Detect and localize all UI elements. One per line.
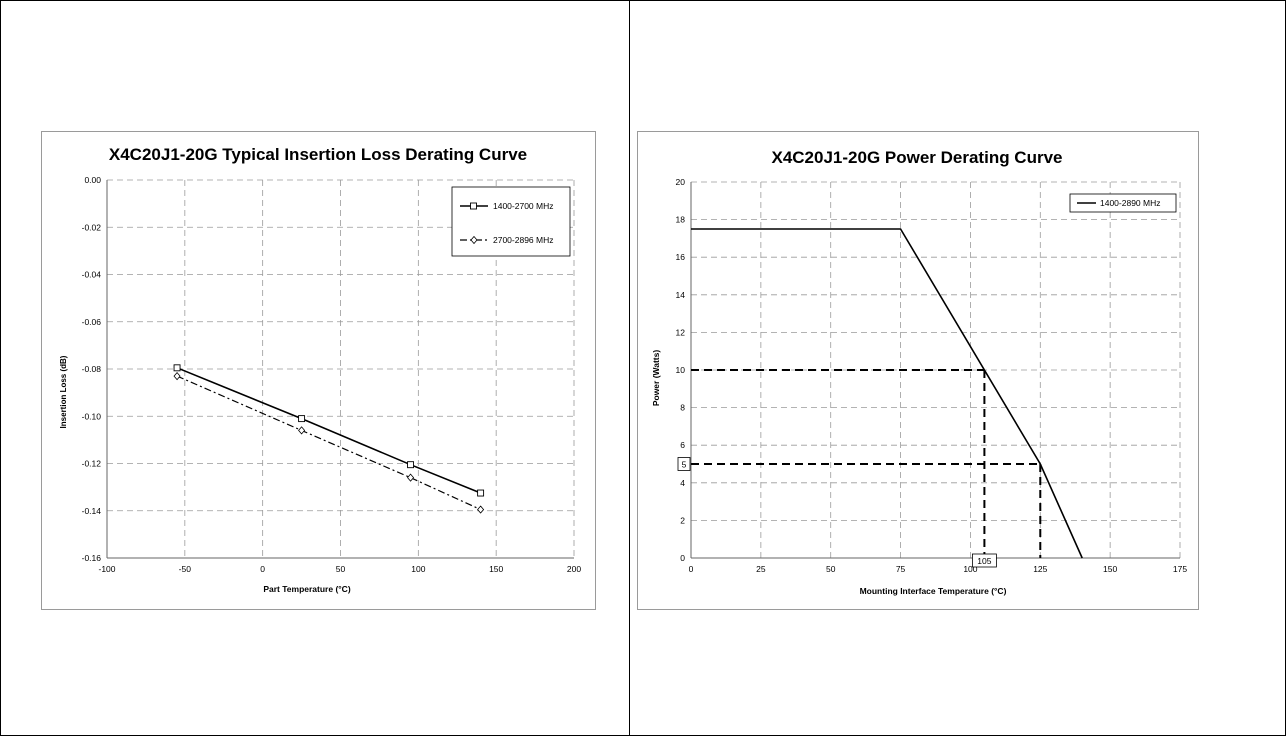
data-point-diamond: [407, 473, 415, 482]
x-tick-label: 200: [567, 564, 581, 574]
legend-marker-1: [470, 202, 477, 210]
y-tick-label: -0.10: [82, 411, 102, 421]
y-tick-label: 6: [680, 440, 685, 450]
legend-marker-2: [470, 235, 478, 245]
legend-label-1: 1400-2700 MHz: [493, 201, 553, 211]
y-tick-label: -0.12: [82, 459, 102, 469]
x-tick-label: 0: [689, 564, 694, 574]
data-point-square: [407, 461, 414, 469]
chart-title: X4C20J1-20G Typical Insertion Loss Derat…: [109, 145, 527, 164]
y-tick-label: 12: [676, 327, 686, 337]
y-tick-label: -0.02: [82, 222, 102, 232]
x-tick-label: -100: [98, 564, 115, 574]
x-tick-label: 75: [896, 564, 906, 574]
y-axis-label: Insertion Loss (dB): [59, 355, 68, 428]
annotation-box: [971, 553, 997, 568]
y-tick-label: 0.00: [84, 175, 101, 185]
x-tick-label: 100: [411, 564, 425, 574]
insertion-loss-chart: X4C20J1-20G Typical Insertion Loss Derat…: [59, 145, 581, 594]
y-tick-label: 2: [680, 515, 685, 525]
annotation-label: 105: [977, 556, 991, 566]
legend: 1400-2700 MHz 2700-2896 MHz: [451, 186, 571, 257]
x-tick-label: -50: [179, 564, 192, 574]
data-point-diamond: [173, 371, 181, 381]
y-tick-label: -0.16: [82, 553, 102, 563]
data-point-square: [477, 489, 485, 497]
y-tick-label: -0.04: [82, 270, 102, 280]
legend-box: [1069, 193, 1177, 213]
legend-label-2: 2700-2896 MHz: [493, 235, 553, 245]
insertion-loss-chart-frame: X4C20J1-20G Typical Insertion Loss Derat…: [41, 131, 596, 610]
annotation-label: 5: [682, 460, 687, 470]
y-tick-label: 18: [676, 215, 686, 225]
y-tick-label: 4: [680, 478, 685, 488]
x-tick-label: 175: [1173, 564, 1187, 574]
y-tick-label: 8: [680, 403, 685, 413]
data-point-square: [298, 415, 306, 423]
legend: 1400-2890 MHz: [1069, 193, 1177, 213]
y-tick-label: 20: [676, 177, 686, 187]
power-derating-chart: X4C20J1-20G Power Derating Curve 0 2 4 6 8 10…: [651, 148, 1187, 596]
legend-box: [451, 186, 571, 257]
x-tick-label: 150: [489, 564, 503, 574]
series-line-1: [691, 228, 1083, 559]
data-point-square: [173, 364, 181, 372]
y-tick-label: 14: [676, 290, 686, 300]
legend-label-1: 1400-2890 MHz: [1100, 198, 1160, 208]
y-tick-label: -0.08: [82, 364, 102, 374]
y-tick-label: -0.06: [82, 317, 102, 327]
data-point-diamond: [477, 505, 485, 514]
y-axis-label: Power (Watts): [651, 350, 661, 407]
annotation-box: [677, 457, 691, 471]
y-tick-label: 10: [676, 365, 686, 375]
x-axis-label: Part Temperature (°C): [263, 584, 350, 594]
chart-title: X4C20J1-20G Power Derating Curve: [771, 148, 1062, 167]
y-tick-label: -0.14: [82, 506, 102, 516]
x-tick-label: 0: [260, 564, 265, 574]
y-tick-label: 16: [676, 252, 686, 262]
y-tick-label: 0: [680, 553, 685, 563]
x-tick-label: 25: [756, 564, 766, 574]
x-tick-label: 50: [336, 564, 346, 574]
series-line-2: [176, 375, 481, 511]
x-tick-label: 50: [826, 564, 836, 574]
data-point-diamond: [298, 426, 306, 435]
x-tick-label: 150: [1103, 564, 1117, 574]
x-axis-label: Mounting Interface Temperature (°C): [860, 586, 1007, 596]
power-derating-chart-frame: X4C20J1-20G Power Derating Curve 0 2 4 6 8 10…: [637, 131, 1199, 610]
series-line-1: [176, 367, 481, 494]
x-tick-label: 125: [1033, 564, 1047, 574]
x-tick-label: 100: [963, 564, 977, 574]
